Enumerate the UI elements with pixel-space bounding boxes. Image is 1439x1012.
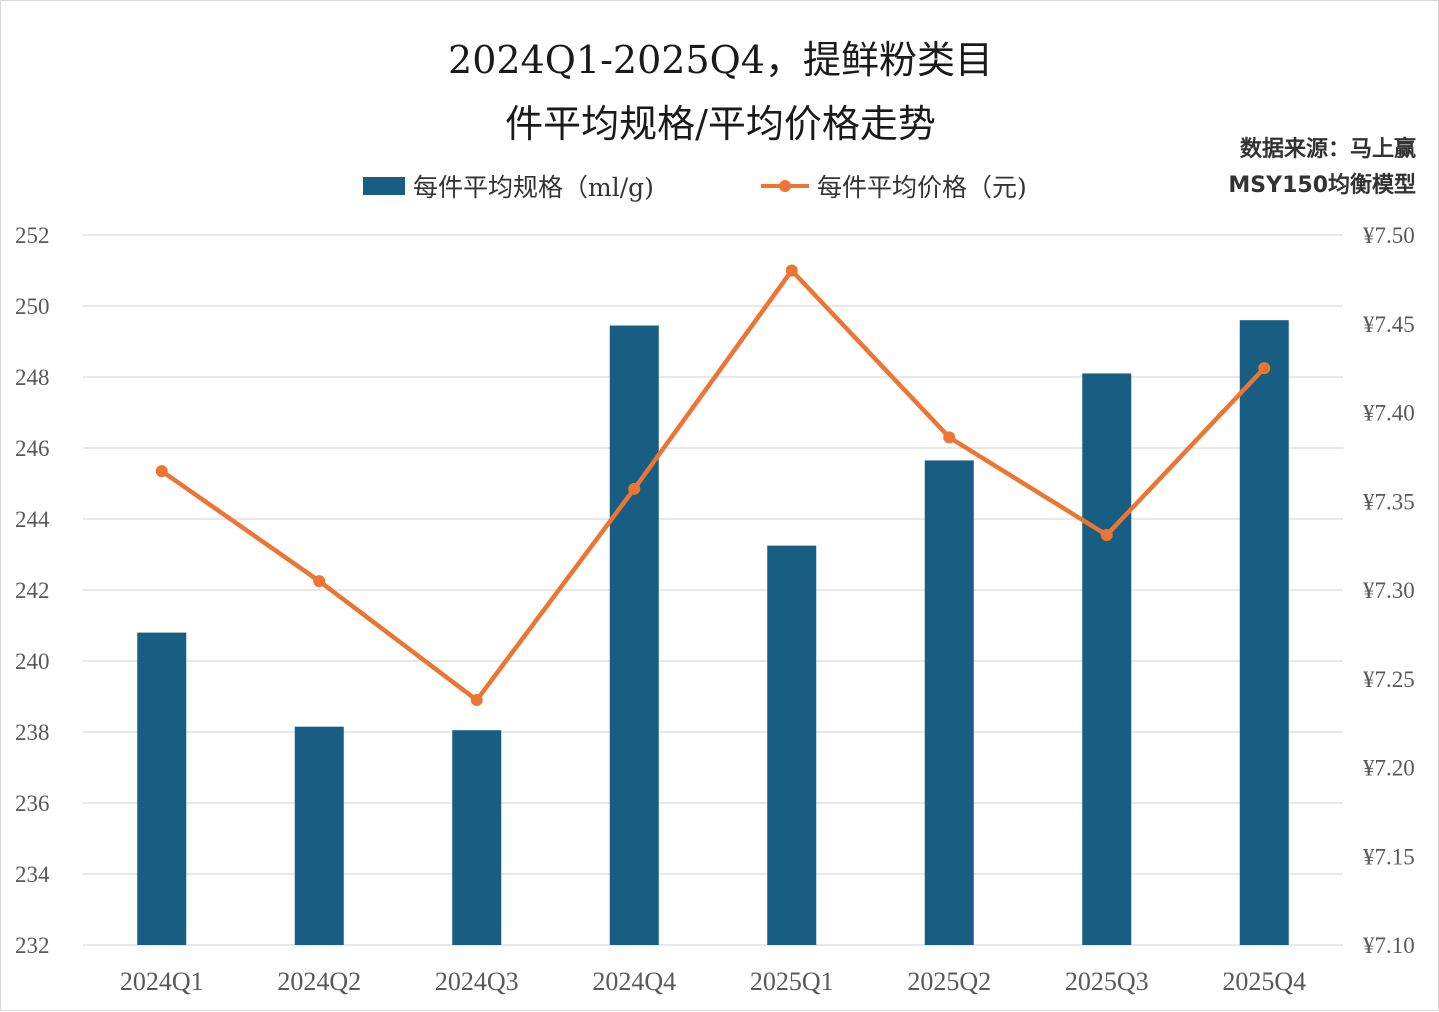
x-axis-tick-label: 2025Q3 bbox=[1065, 967, 1149, 996]
right-axis-tick-label: ¥7.30 bbox=[1363, 578, 1415, 603]
left-axis-tick-label: 250 bbox=[15, 294, 50, 319]
bar-2025Q4 bbox=[1239, 320, 1289, 945]
price-point-2024Q2 bbox=[313, 575, 326, 588]
left-axis-tick-label: 242 bbox=[15, 578, 50, 603]
x-axis-tick-label: 2024Q2 bbox=[277, 967, 361, 996]
left-axis-tick-label: 252 bbox=[15, 223, 50, 248]
x-axis-tick-label: 2025Q2 bbox=[907, 967, 991, 996]
bar-2025Q3 bbox=[1082, 373, 1132, 945]
bar-2024Q4 bbox=[609, 325, 659, 945]
bar-2024Q3 bbox=[452, 730, 502, 945]
left-axis-tick-label: 246 bbox=[15, 436, 50, 461]
chart-title-line1: 2024Q1-2025Q4，提鲜粉类目 bbox=[448, 38, 993, 82]
legend-item-line: 每件平均价格（元) bbox=[761, 169, 1027, 203]
right-axis-tick-label: ¥7.35 bbox=[1363, 489, 1415, 514]
price-line bbox=[160, 268, 1266, 703]
left-axis-tick-label: 232 bbox=[15, 933, 50, 958]
price-point-2024Q4 bbox=[628, 482, 641, 495]
legend-line-label: 每件平均价格（元) bbox=[817, 173, 1027, 202]
bar-2024Q2 bbox=[294, 726, 344, 945]
price-point-2025Q4 bbox=[1258, 362, 1271, 375]
x-axis-tick-label: 2024Q3 bbox=[435, 967, 519, 996]
left-axis-tick-label: 234 bbox=[15, 862, 50, 887]
legend-item-bar: 每件平均规格（ml/g) bbox=[363, 169, 654, 203]
right-axis-tick-label: ¥7.25 bbox=[1363, 667, 1415, 692]
right-axis-tick-label: ¥7.10 bbox=[1363, 933, 1415, 958]
x-axis-tick-label: 2024Q4 bbox=[592, 967, 676, 996]
left-axis-tick-label: 244 bbox=[15, 507, 50, 532]
chart-title-line2: 件平均规格/平均价格走势 bbox=[505, 102, 936, 146]
right-axis-tick-label: ¥7.20 bbox=[1363, 756, 1415, 781]
left-axis-tick-label: 240 bbox=[15, 649, 50, 674]
price-point-2025Q2 bbox=[943, 431, 956, 444]
left-axis-tick-label: 238 bbox=[15, 720, 50, 745]
x-axis-tick-label: 2025Q1 bbox=[750, 967, 834, 996]
left-axis-tick-label: 236 bbox=[15, 791, 50, 816]
legend-bar-label: 每件平均规格（ml/g) bbox=[413, 173, 654, 202]
bar-2025Q1 bbox=[767, 545, 817, 945]
bar-2025Q2 bbox=[924, 460, 974, 945]
right-axis-tick-label: ¥7.40 bbox=[1363, 401, 1415, 426]
data-model-label: MSY150均衡模型 bbox=[1228, 173, 1416, 198]
price-point-2024Q1 bbox=[155, 465, 168, 478]
x-axis-tick-label: 2024Q1 bbox=[120, 967, 204, 996]
price-point-2025Q3 bbox=[1100, 528, 1113, 541]
right-axis-tick-label: ¥7.15 bbox=[1363, 844, 1415, 869]
bar-2024Q1 bbox=[137, 632, 187, 945]
price-point-2025Q1 bbox=[785, 264, 798, 277]
left-axis-tick-label: 248 bbox=[15, 365, 50, 390]
legend-bar-swatch bbox=[363, 177, 405, 195]
right-axis-tick-label: ¥7.45 bbox=[1363, 312, 1415, 337]
right-axis-tick-label: ¥7.50 bbox=[1363, 223, 1415, 248]
data-source-label: 数据来源：马上赢 bbox=[1239, 137, 1416, 162]
price-point-2024Q3 bbox=[470, 694, 483, 707]
x-axis-tick-label: 2025Q4 bbox=[1222, 967, 1306, 996]
legend-line-swatch bbox=[761, 177, 809, 195]
